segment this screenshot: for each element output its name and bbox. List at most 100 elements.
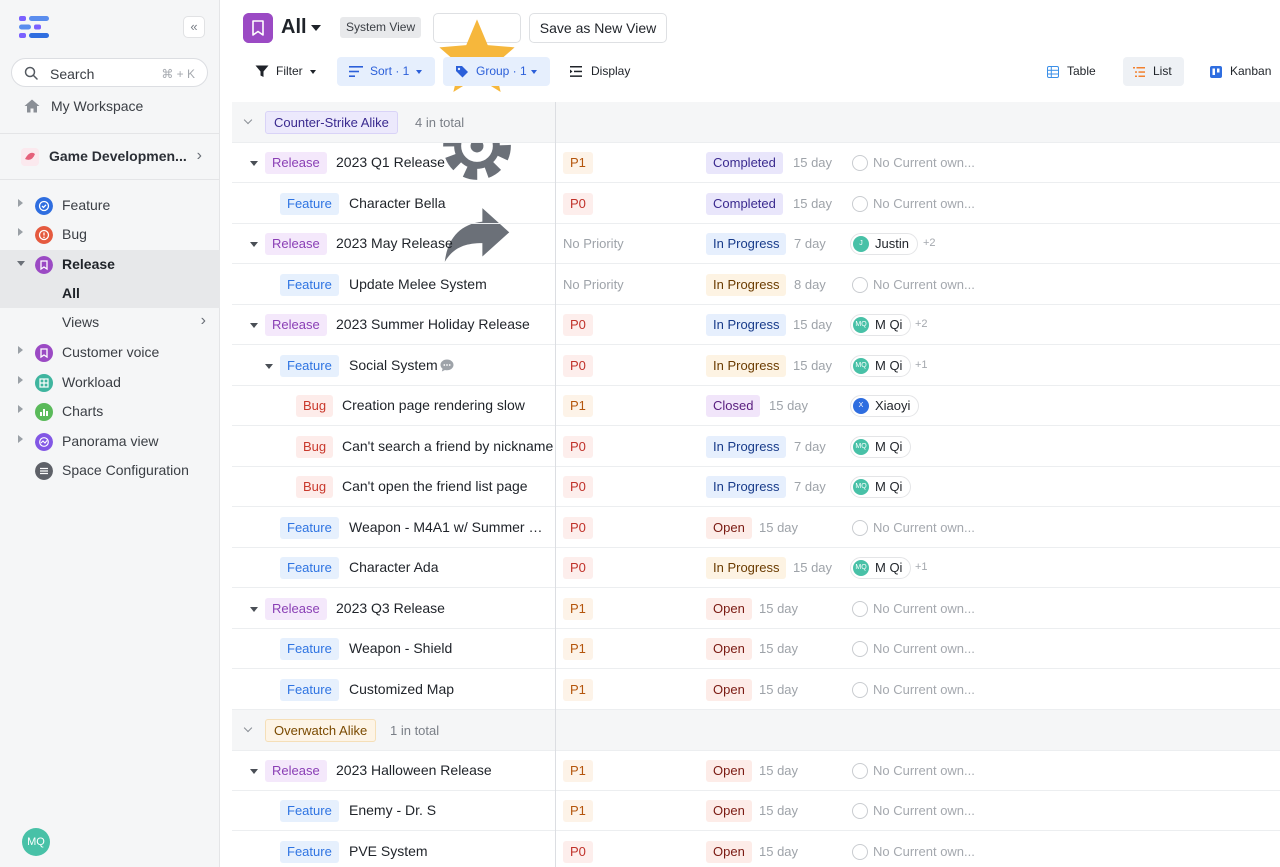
- sidebar-item-workload[interactable]: Workload: [0, 368, 220, 397]
- status-tag[interactable]: Closed: [706, 395, 761, 417]
- status-tag[interactable]: In Progress: [706, 314, 787, 336]
- view-dropdown-icon[interactable]: [311, 25, 321, 31]
- priority-tag[interactable]: P1: [563, 598, 593, 620]
- expand-caret-icon[interactable]: [18, 346, 23, 354]
- status-tag[interactable]: In Progress: [706, 233, 787, 255]
- kanban-view-button[interactable]: Kanban: [1200, 57, 1278, 86]
- table-row[interactable]: Release 2023 Summer Holiday Release P0 I…: [232, 305, 1280, 345]
- owner-chip[interactable]: MQ M Qi: [850, 314, 912, 336]
- group-header-overwatch[interactable]: Overwatch Alike 1 in total: [232, 710, 1280, 751]
- row-collapse-icon[interactable]: [250, 242, 258, 247]
- priority-tag[interactable]: P0: [563, 517, 593, 539]
- status-tag[interactable]: Open: [706, 841, 752, 863]
- list-view-button[interactable]: List: [1123, 57, 1184, 86]
- status-tag[interactable]: In Progress: [706, 436, 787, 458]
- owner-chip[interactable]: X Xiaoyi: [850, 395, 920, 417]
- expand-caret-icon[interactable]: [18, 405, 23, 413]
- owner-empty[interactable]: No Current own...: [850, 520, 975, 536]
- search-input[interactable]: Search ⌘ + K: [11, 58, 208, 87]
- owner-extra-count[interactable]: +2: [915, 318, 928, 330]
- status-tag[interactable]: Open: [706, 638, 752, 660]
- table-row[interactable]: Bug Creation page rendering slow P1 Clos…: [232, 386, 1280, 426]
- row-title[interactable]: 2023 Q1 Release: [336, 154, 445, 170]
- priority-tag[interactable]: P0: [563, 557, 593, 579]
- expand-caret-icon[interactable]: [18, 376, 23, 384]
- owner-empty[interactable]: No Current own...: [850, 844, 975, 860]
- owner-extra-count[interactable]: +2: [923, 237, 936, 249]
- priority-tag[interactable]: No Priority: [563, 277, 624, 292]
- status-tag[interactable]: In Progress: [706, 557, 787, 579]
- owner-empty[interactable]: No Current own...: [850, 601, 975, 617]
- owner-empty[interactable]: No Current own...: [850, 682, 975, 698]
- status-tag[interactable]: In Progress: [706, 476, 787, 498]
- table-row[interactable]: Feature Update Melee System No Priority …: [232, 265, 1280, 305]
- priority-tag[interactable]: P0: [563, 355, 593, 377]
- priority-tag[interactable]: P1: [563, 638, 593, 660]
- table-row[interactable]: Release 2023 Q1 Release P1 Completed 15 …: [232, 143, 1280, 183]
- expand-caret-icon[interactable]: [18, 199, 23, 207]
- group-collapse-icon[interactable]: [243, 723, 253, 733]
- user-avatar[interactable]: MQ: [22, 828, 50, 856]
- sort-button[interactable]: Sort · 1: [337, 57, 435, 86]
- group-button[interactable]: Group · 1: [443, 57, 550, 86]
- app-logo-icon[interactable]: [18, 15, 50, 39]
- table-row[interactable]: Feature Character Ada P0 In Progress 15 …: [232, 548, 1280, 588]
- status-tag[interactable]: Open: [706, 760, 752, 782]
- row-title[interactable]: Customized Map: [349, 681, 455, 697]
- table-row[interactable]: Bug Can't search a friend by nickname P0…: [232, 427, 1280, 467]
- owner-empty[interactable]: No Current own...: [850, 155, 975, 171]
- sidebar-item-space-configuration[interactable]: Space Configuration: [0, 456, 220, 485]
- priority-tag[interactable]: P0: [563, 476, 593, 498]
- share-icon[interactable]: [434, 192, 520, 278]
- owner-extra-count[interactable]: +1: [915, 359, 928, 371]
- status-tag[interactable]: Open: [706, 598, 752, 620]
- sidebar-item-feature[interactable]: Feature: [0, 191, 220, 220]
- status-tag[interactable]: Open: [706, 517, 752, 539]
- expand-caret-icon[interactable]: [18, 228, 23, 236]
- table-row[interactable]: Feature Weapon - Shield P1 Open 15 day N…: [232, 629, 1280, 669]
- status-tag[interactable]: Open: [706, 800, 752, 822]
- sidebar-item-panorama-view[interactable]: Panorama view: [0, 427, 220, 456]
- save-as-new-view-button[interactable]: Save as New View: [529, 13, 667, 43]
- priority-tag[interactable]: P0: [563, 314, 593, 336]
- priority-tag[interactable]: P0: [563, 436, 593, 458]
- owner-empty[interactable]: No Current own...: [850, 277, 975, 293]
- table-row[interactable]: Feature Customized Map P1 Open 15 day No…: [232, 670, 1280, 710]
- owner-extra-count[interactable]: +1: [915, 561, 928, 573]
- sidebar-item-release[interactable]: Release: [0, 250, 220, 279]
- status-tag[interactable]: In Progress: [706, 274, 787, 296]
- row-collapse-icon[interactable]: [265, 364, 273, 369]
- sidebar-subitem-views[interactable]: Views ›: [0, 308, 220, 337]
- sidebar-item-bug[interactable]: Bug: [0, 220, 220, 249]
- project-selector[interactable]: Game Developmen... ›: [21, 146, 206, 168]
- row-title[interactable]: Character Ada: [349, 559, 439, 575]
- table-row[interactable]: Release 2023 May Release No Priority In …: [232, 224, 1280, 264]
- priority-tag[interactable]: No Priority: [563, 236, 624, 251]
- table-row[interactable]: Feature PVE System P0 Open 15 day No Cur…: [232, 832, 1280, 867]
- table-row[interactable]: Release 2023 Halloween Release P1 Open 1…: [232, 751, 1280, 791]
- priority-tag[interactable]: P0: [563, 841, 593, 863]
- row-title[interactable]: Weapon - Shield: [349, 640, 453, 656]
- page-title[interactable]: All: [281, 16, 307, 38]
- row-collapse-icon[interactable]: [250, 323, 258, 328]
- column-divider[interactable]: [555, 102, 556, 867]
- owner-chip[interactable]: MQ M Qi: [850, 557, 912, 579]
- row-title[interactable]: Weapon - M4A1 w/ Summer Sp...: [349, 519, 549, 535]
- priority-tag[interactable]: P1: [563, 760, 593, 782]
- row-title[interactable]: Can't search a friend by nickname: [342, 438, 554, 454]
- row-title[interactable]: Update Melee System: [349, 276, 487, 292]
- row-title[interactable]: Social System: [349, 357, 438, 373]
- table-view-button[interactable]: Table: [1037, 57, 1109, 86]
- table-row[interactable]: Feature Social System P0 In Progress 15 …: [232, 346, 1280, 386]
- status-tag[interactable]: In Progress: [706, 355, 787, 377]
- owner-chip[interactable]: MQ M Qi: [850, 476, 912, 498]
- row-collapse-icon[interactable]: [250, 161, 258, 166]
- priority-tag[interactable]: P1: [563, 800, 593, 822]
- table-row[interactable]: Feature Weapon - M4A1 w/ Summer Sp... P0…: [232, 508, 1280, 548]
- priority-tag[interactable]: P1: [563, 679, 593, 701]
- row-title[interactable]: PVE System: [349, 843, 428, 859]
- collapse-sidebar-button[interactable]: «: [183, 16, 205, 38]
- owner-empty[interactable]: No Current own...: [850, 763, 975, 779]
- expand-caret-icon[interactable]: [18, 435, 23, 443]
- priority-tag[interactable]: P1: [563, 152, 593, 174]
